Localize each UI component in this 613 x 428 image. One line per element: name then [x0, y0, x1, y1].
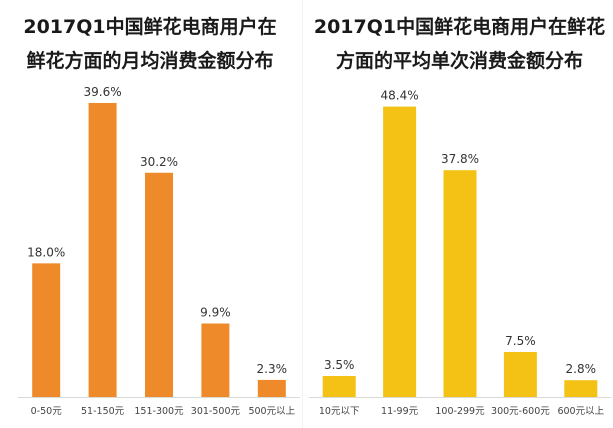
x-tick-label-1: 0-50元 — [31, 406, 63, 417]
left-chart-title: 2017Q1中国鲜花电商用户在 鲜花方面的月均消费金额分布 — [0, 10, 300, 78]
data-label-3: 30.2% — [140, 155, 178, 169]
bar-2 — [88, 102, 117, 397]
bar-3 — [145, 172, 173, 397]
bar-5 — [564, 380, 598, 397]
x-tick-label-3: 100-299元 — [435, 406, 485, 417]
right-chart-title-line-2: 方面的平均单次消费金额分布 — [335, 50, 583, 72]
data-label-3: 37.8% — [441, 152, 479, 166]
data-label-1: 3.5% — [324, 358, 355, 372]
x-tick-label-2: 51-150元 — [81, 406, 125, 417]
left-chart-panel: 2017Q1中国鲜花电商用户在 鲜花方面的月均消费金额分布 18.0% 0-50元… — [0, 0, 300, 428]
left-chart-title-line-1: 2017Q1中国鲜花电商用户在 — [23, 16, 277, 38]
bar-2 — [383, 106, 417, 397]
data-label-1: 18.0% — [27, 245, 65, 259]
bar-3 — [443, 170, 477, 397]
x-tick-label-5: 600元以上 — [557, 406, 604, 417]
data-label-2: 39.6% — [84, 85, 122, 99]
bar-1 — [32, 263, 61, 397]
right-chart-title-line-1: 2017Q1中国鲜花电商用户在鲜花 — [313, 16, 606, 38]
x-tick-label-3: 151-300元 — [134, 406, 184, 417]
right-chart-title: 2017Q1中国鲜花电商用户在鲜花 方面的平均单次消费金额分布 — [306, 10, 613, 78]
bar-1 — [322, 376, 356, 397]
x-tick-label-5: 500元以上 — [248, 406, 295, 417]
bar-4 — [503, 352, 537, 397]
right-chart-panel: 2017Q1中国鲜花电商用户在鲜花 方面的平均单次消费金额分布 3.5% 10元以… — [306, 0, 613, 428]
bar-4 — [201, 323, 230, 397]
x-tick-label-1: 10元以下 — [319, 406, 360, 417]
left-chart-title-line-2: 鲜花方面的月均消费金额分布 — [26, 50, 274, 72]
data-label-5: 2.8% — [566, 362, 597, 376]
data-label-2: 48.4% — [381, 89, 419, 103]
data-label-4: 7.5% — [505, 334, 536, 348]
right-bar-chart: 3.5% 10元以下 48.4% 11-99元 37.8% 100-299元 7.5% 300… — [309, 89, 611, 417]
data-label-4: 9.9% — [200, 305, 231, 319]
left-bar-chart: 18.0% 0-50元 39.6% 51-150元 30.2% 151-300元 9.9% 3… — [18, 85, 300, 417]
x-tick-label-4: 300元-600元 — [491, 406, 550, 417]
bar-5 — [257, 379, 286, 397]
x-tick-label-2: 11-99元 — [381, 406, 419, 417]
data-label-5: 2.3% — [257, 362, 288, 376]
panel-divider — [302, 0, 303, 428]
x-tick-label-4: 301-500元 — [191, 406, 241, 417]
